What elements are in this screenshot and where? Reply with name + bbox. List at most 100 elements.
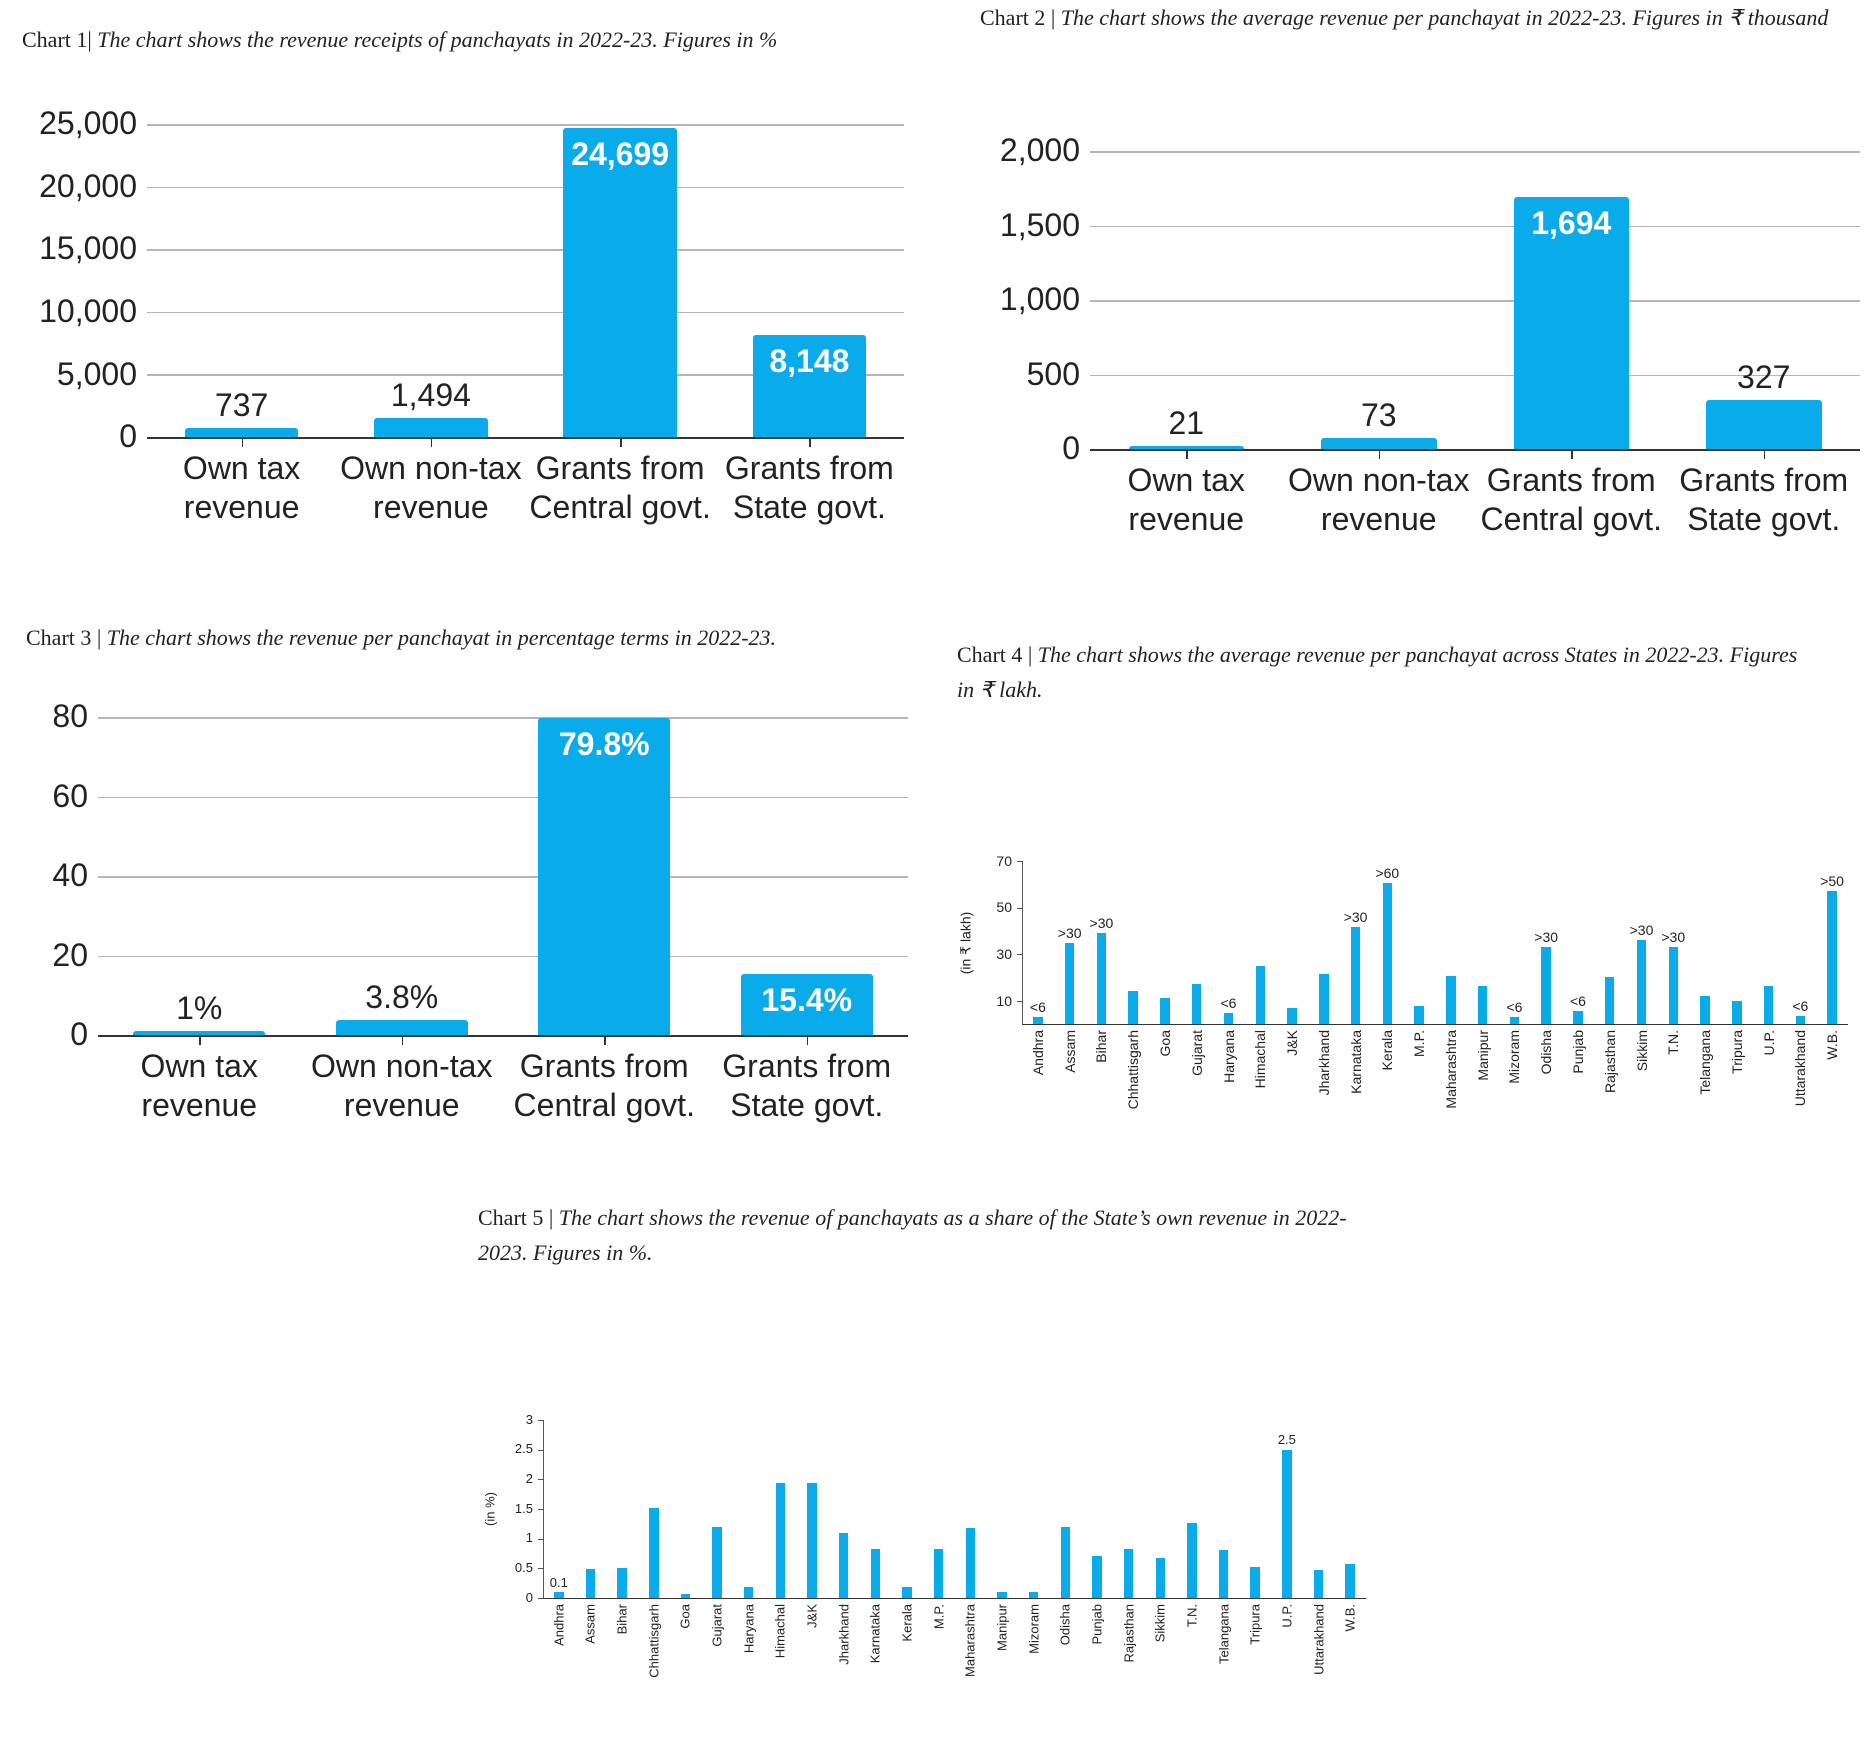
bar — [680, 1594, 691, 1598]
bar — [1541, 947, 1551, 1024]
value-label: 2.5 — [1277, 1432, 1296, 1448]
grid-line — [1090, 151, 1860, 153]
bar — [1033, 1017, 1043, 1024]
y-tick-mark — [1017, 1000, 1022, 1002]
grid-line — [98, 796, 908, 798]
y-tick-mark — [538, 1509, 543, 1510]
x-tick-label: Karnataka — [1347, 1030, 1364, 1094]
y-tick-label: 1,000 — [999, 281, 1080, 318]
caption: Chart 4 | The chart shows the average re… — [957, 637, 1817, 707]
x-tick-label: Telangana — [1697, 1030, 1714, 1095]
x-tick-label: Grants from State govt. — [722, 1048, 892, 1124]
bar — [1706, 400, 1822, 449]
bar — [1218, 1549, 1229, 1598]
y-tick-mark — [538, 1598, 543, 1599]
x-tick-label: Chhattisgarh — [1125, 1030, 1142, 1110]
x-tick-label: Manipur — [1474, 1030, 1491, 1081]
bar — [554, 1592, 564, 1598]
x-axis-line — [1022, 1024, 1848, 1025]
grid-line — [147, 311, 904, 314]
bar — [1414, 1006, 1424, 1024]
value-label: >30 — [1089, 915, 1114, 932]
y-axis-label: (in ₹ lakh) — [957, 911, 974, 974]
bar — [1827, 891, 1837, 1024]
y-tick-label: 50 — [996, 899, 1012, 916]
bar — [752, 334, 867, 437]
x-tick-label: Rajasthan — [1121, 1604, 1137, 1663]
bar — [1123, 1548, 1134, 1598]
x-tick-label: M.P. — [1411, 1030, 1428, 1057]
bar — [933, 1548, 944, 1598]
bar — [1700, 996, 1710, 1024]
bar — [1668, 947, 1679, 1024]
bar — [585, 1568, 596, 1598]
caption-label: Chart 1| — [22, 27, 92, 52]
x-tick-label: Tripura — [1247, 1604, 1263, 1645]
bar — [965, 1527, 976, 1598]
bar — [374, 418, 488, 437]
bar — [133, 1031, 266, 1035]
x-tick-label: Own non-tax revenue — [311, 1048, 493, 1124]
x-tick-label: Sikkim — [1633, 1030, 1650, 1072]
bar — [1513, 196, 1629, 449]
x-tick-label: J&K — [1284, 1030, 1301, 1056]
bar — [997, 1592, 1007, 1598]
bar — [1028, 1592, 1039, 1598]
bar — [617, 1568, 627, 1598]
x-tick-label: W.B. — [1824, 1030, 1841, 1060]
value-label: <6 — [1506, 999, 1523, 1016]
y-tick-label: 15,000 — [39, 230, 137, 267]
y-tick-mark — [538, 1479, 543, 1481]
bar — [744, 1587, 754, 1598]
x-tick-label: Mizoram — [1026, 1604, 1042, 1654]
x-tick-label: Own non-tax revenue — [340, 450, 522, 526]
x-tick-label: Mizoram — [1506, 1030, 1523, 1084]
value-label: 0.1 — [549, 1574, 568, 1590]
x-tick-label: Gujarat — [709, 1604, 725, 1647]
value-label: >50 — [1820, 873, 1844, 890]
bar — [1255, 965, 1266, 1024]
bar — [1128, 991, 1138, 1024]
x-tick-label: W.B. — [1342, 1604, 1358, 1632]
x-tick-label: Own tax revenue — [140, 1048, 258, 1124]
x-tick-mark — [1378, 449, 1381, 459]
bar — [1060, 1526, 1071, 1598]
x-tick-label: Chhattisgarh — [646, 1604, 662, 1678]
x-tick-label: Goa — [1156, 1030, 1173, 1057]
y-tick-mark — [538, 1568, 543, 1570]
x-tick-label: Assam — [1061, 1030, 1078, 1073]
caption-text: The chart shows the revenue of panchayat… — [478, 1205, 1347, 1265]
x-axis-line — [1090, 449, 1860, 451]
y-axis-line — [1022, 861, 1023, 1024]
y-tick-label: 0 — [70, 1016, 88, 1053]
bar — [1096, 933, 1107, 1024]
y-tick-mark — [538, 1538, 543, 1540]
bar — [1319, 973, 1329, 1024]
x-tick-mark — [430, 437, 433, 447]
caption-text: The chart shows the revenue receipts of … — [97, 27, 778, 52]
value-label: <6 — [1029, 999, 1046, 1016]
value-label: >30 — [1534, 929, 1559, 946]
x-tick-label: T.N. — [1184, 1604, 1200, 1628]
value-label: >30 — [1661, 929, 1686, 946]
bar — [1287, 1008, 1297, 1024]
x-tick-mark — [809, 437, 811, 447]
value-label: 1% — [176, 989, 223, 1026]
value-label: <6 — [1220, 995, 1237, 1012]
x-tick-label: U.P. — [1760, 1030, 1777, 1056]
bar — [1345, 1564, 1355, 1598]
x-tick-mark — [241, 437, 244, 447]
y-tick-label: 0 — [525, 1589, 533, 1605]
x-tick-label: Andhra — [551, 1604, 567, 1646]
grid-line — [147, 124, 904, 126]
grid-line — [147, 186, 904, 189]
bar — [184, 427, 299, 437]
bar — [1128, 445, 1244, 449]
bar — [1282, 1449, 1292, 1598]
value-label: <6 — [1569, 993, 1586, 1010]
y-tick-label: 10,000 — [39, 293, 137, 329]
bar — [775, 1483, 786, 1598]
value-label: 1,694 — [1531, 204, 1612, 241]
x-tick-label: J&K — [804, 1604, 820, 1628]
x-tick-label: Sikkim — [1152, 1604, 1168, 1643]
